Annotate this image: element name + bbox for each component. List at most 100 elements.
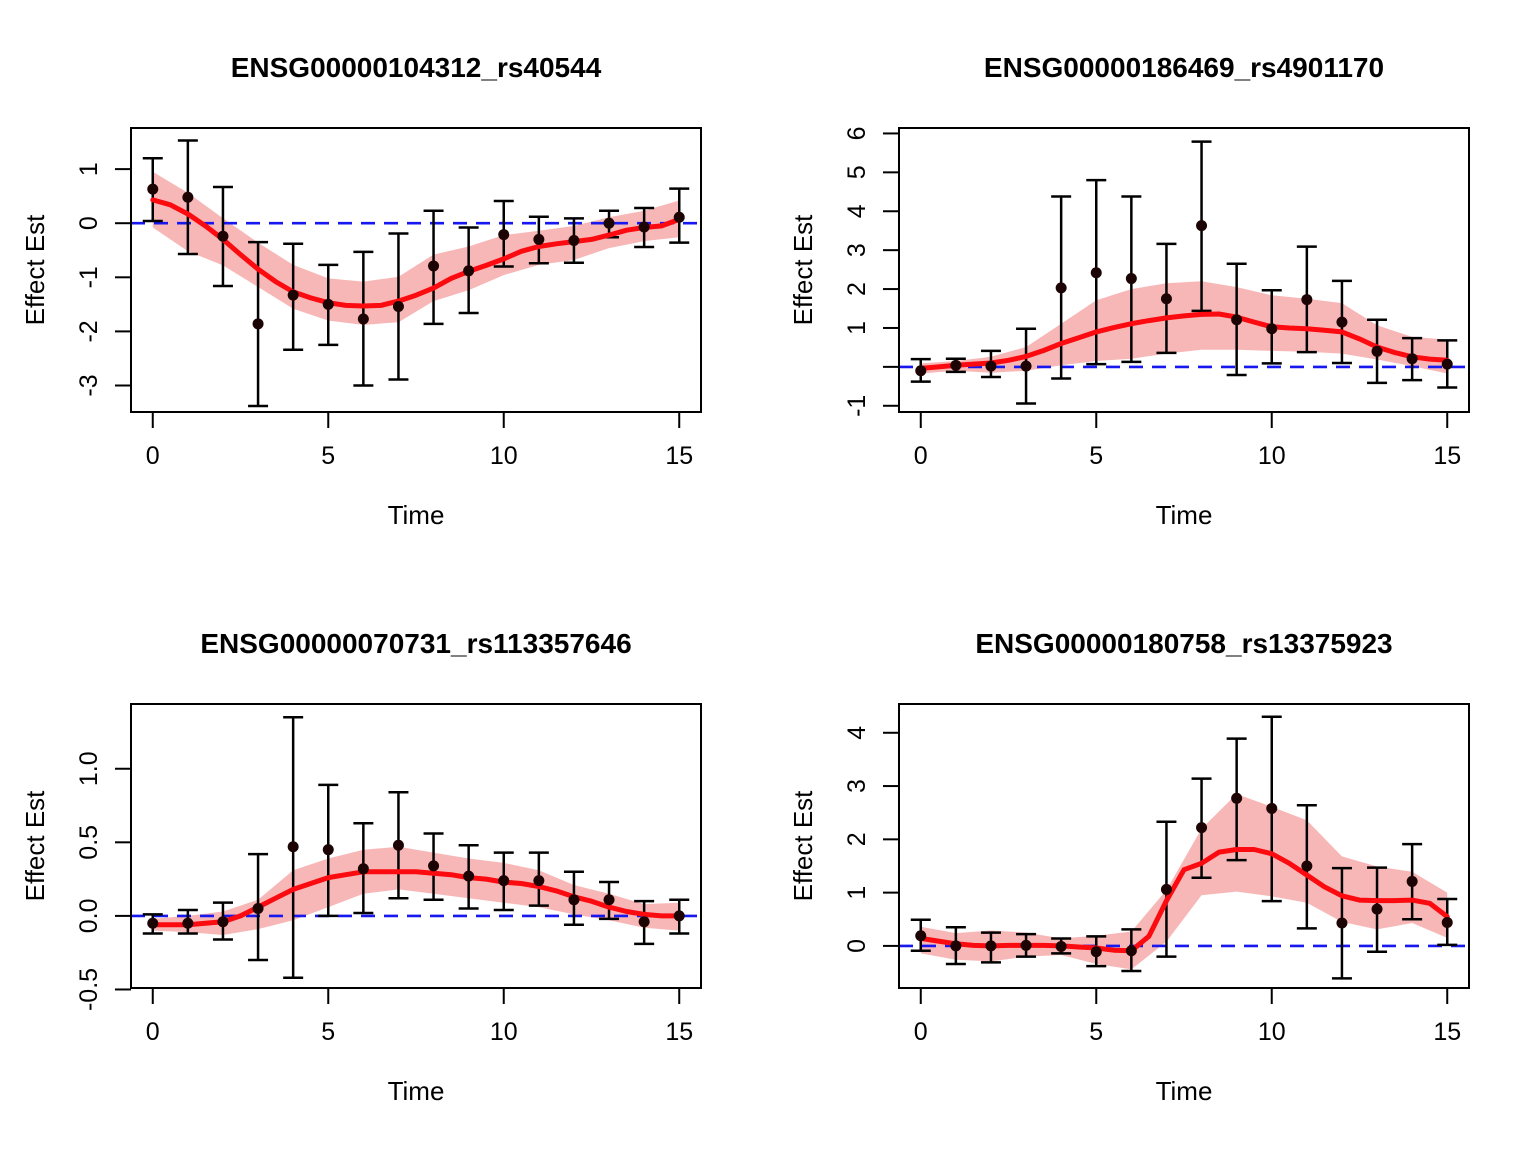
panel-title: ENSG00000070731_rs113357646: [200, 628, 631, 659]
plot-frame: [898, 127, 1470, 413]
data-point: [498, 229, 510, 241]
y-tick-label: 3: [843, 779, 871, 793]
smooth-line: [150, 197, 682, 309]
smooth-line: [150, 869, 682, 928]
y-tick-label: 3: [843, 243, 871, 257]
plot-frame: [130, 703, 702, 989]
data-point: [463, 870, 475, 882]
y-axis-label: Effect Est: [788, 790, 818, 902]
data-point: [1301, 860, 1313, 872]
y-tick-label: 0.5: [75, 825, 103, 860]
panel-ENSG00000180758_rs13375923: 0 5 10 15 0 1 2 3 4 ENSG00000180758_rs13375923 Tim…: [768, 576, 1536, 1152]
data-point: [950, 940, 962, 952]
y-tick-label: 0.0: [75, 899, 103, 934]
smooth-line: [918, 847, 1450, 954]
y-tick-label: 5: [843, 165, 871, 179]
data-point: [1055, 940, 1067, 952]
data-point: [638, 221, 650, 233]
x-tick-label: 5: [321, 442, 335, 470]
data-point: [498, 875, 510, 887]
data-point: [1090, 946, 1102, 958]
y-axis-label: Effect Est: [788, 214, 818, 326]
confidence-band: [152, 846, 680, 935]
data-point: [1336, 316, 1348, 328]
data-point: [1160, 883, 1172, 895]
data-point: [950, 359, 962, 371]
data-point: [985, 940, 997, 952]
data-point: [638, 916, 650, 928]
data-point: [357, 313, 369, 325]
panel-title: ENSG00000180758_rs13375923: [975, 628, 1392, 659]
data-point: [915, 365, 927, 377]
data-point: [147, 917, 159, 929]
data-point: [287, 841, 299, 853]
data-point: [392, 301, 404, 313]
y-axis-label: Effect Est: [20, 214, 50, 326]
effect-plot-1: 0 5 10 15 -1 1 2 3 4 5 6 ENSG00000186469_rs4901170 T…: [788, 52, 1470, 530]
data-point: [1196, 822, 1208, 834]
data-point: [1371, 903, 1383, 915]
data-point: [603, 894, 615, 906]
y-tick-label: 0: [843, 939, 871, 953]
data-point: [428, 260, 440, 272]
data-point: [1090, 267, 1102, 279]
data-point: [1266, 323, 1278, 335]
data-point: [147, 183, 159, 195]
x-tick-label: 0: [914, 1018, 928, 1046]
confidence-band: [920, 281, 1448, 374]
x-tick-label: 0: [146, 1018, 160, 1046]
y-tick-label: 2: [843, 282, 871, 296]
y-tick-label: -0.5: [75, 968, 103, 1011]
y-axis-label: Effect Est: [20, 790, 50, 902]
data-point: [1441, 916, 1453, 928]
data-point: [322, 298, 334, 310]
y-tick-label: 6: [843, 126, 871, 140]
data-point: [1441, 358, 1453, 370]
x-tick-label: 10: [1258, 442, 1286, 470]
data-point: [428, 860, 440, 872]
data-point: [1406, 353, 1418, 365]
data-point: [533, 875, 545, 887]
data-point: [217, 916, 229, 928]
data-point: [287, 289, 299, 301]
x-tick-label: 15: [665, 442, 693, 470]
data-point: [915, 930, 927, 942]
data-point: [1020, 360, 1032, 372]
y-tick-label: -1: [75, 266, 103, 288]
panel-title: ENSG00000186469_rs4901170: [984, 52, 1384, 83]
effect-plot-2: 0 5 10 15 -0.5 0.0 0.5 1.0 ENSG00000070731_rs113…: [20, 628, 702, 1106]
x-tick-label: 10: [490, 442, 518, 470]
data-point: [1160, 293, 1172, 305]
data-point: [252, 318, 264, 330]
data-point: [252, 903, 264, 915]
data-point: [182, 191, 194, 203]
panel-ENSG00000104312_rs40544: 0 5 10 15 -3 -2 -1 0 1 ENSG00000104312_rs40544 Tim…: [0, 0, 768, 576]
data-point: [533, 233, 545, 245]
data-point: [217, 230, 229, 242]
data-point: [1406, 875, 1418, 887]
x-tick-label: 5: [1089, 442, 1103, 470]
x-axis-label: Time: [388, 500, 445, 530]
data-point: [1371, 345, 1383, 357]
data-point: [603, 217, 615, 229]
data-point: [1196, 220, 1208, 232]
data-point: [1301, 294, 1313, 306]
effect-plot-3: 0 5 10 15 0 1 2 3 4 ENSG00000180758_rs13375923 Tim…: [788, 628, 1470, 1106]
x-tick-label: 10: [490, 1018, 518, 1046]
y-tick-label: 2: [843, 832, 871, 846]
data-point: [322, 844, 334, 856]
panel-title: ENSG00000104312_rs40544: [231, 52, 602, 83]
x-tick-label: 15: [1433, 442, 1461, 470]
data-point: [1231, 792, 1243, 804]
x-axis-label: Time: [1156, 500, 1213, 530]
data-point: [182, 917, 194, 929]
x-tick-label: 0: [146, 442, 160, 470]
x-tick-label: 15: [665, 1018, 693, 1046]
data-point: [463, 265, 475, 277]
panel-ENSG00000186469_rs4901170: 0 5 10 15 -1 1 2 3 4 5 6 ENSG00000186469_rs4901170 T…: [768, 0, 1536, 576]
data-point: [673, 211, 685, 223]
data-point: [568, 235, 580, 247]
panel-ENSG00000070731_rs113357646: 0 5 10 15 -0.5 0.0 0.5 1.0 ENSG00000070731_rs113…: [0, 576, 768, 1152]
y-tick-label: -1: [843, 395, 871, 417]
